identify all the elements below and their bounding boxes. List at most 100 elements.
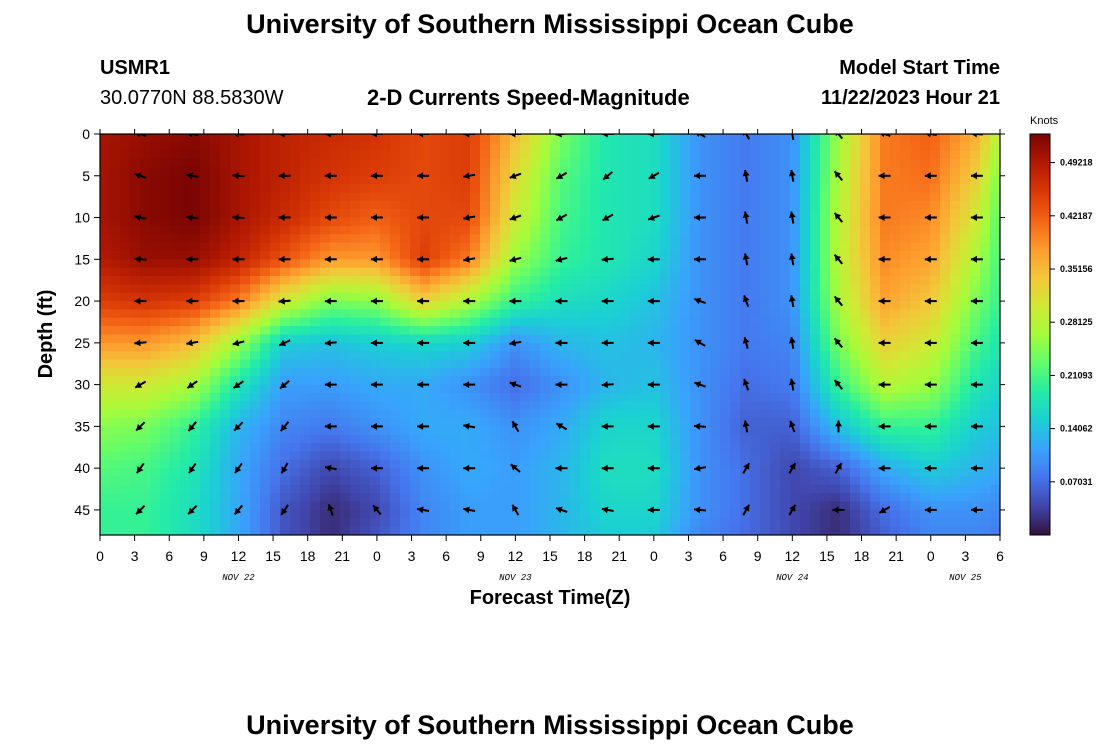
heatmap-cell [820, 334, 831, 344]
heatmap-cell [690, 434, 701, 444]
heatmap-cell [620, 443, 631, 453]
heatmap-cell [790, 134, 801, 143]
heatmap-cell [390, 159, 401, 169]
heatmap-cell [680, 384, 691, 394]
heatmap-cell [120, 242, 131, 252]
current-vector [370, 255, 383, 263]
heatmap-cell [160, 459, 171, 469]
heatmap-cell [420, 342, 431, 352]
heatmap-cell [630, 434, 641, 444]
heatmap-cell [780, 301, 791, 311]
heatmap-cell [560, 443, 571, 453]
heatmap-cell [900, 276, 911, 285]
heatmap-cell [190, 426, 201, 436]
heatmap-cell [160, 418, 171, 427]
heatmap-cell [760, 217, 771, 227]
heatmap-cell [370, 209, 381, 219]
heatmap-cell [790, 209, 801, 219]
heatmap-cell [560, 309, 571, 319]
heatmap-cell [510, 276, 521, 285]
heatmap-cell [580, 392, 591, 402]
heatmap-cell [630, 518, 641, 528]
heatmap-cell [760, 418, 771, 427]
heatmap-cell [540, 250, 551, 260]
heatmap-cell [100, 518, 111, 528]
heatmap-cell [170, 292, 181, 302]
heatmap-cell [820, 426, 831, 436]
heatmap-cell [750, 526, 761, 535]
heatmap-cell [480, 518, 491, 528]
heatmap-cell [150, 250, 161, 260]
heatmap-cell [120, 134, 131, 143]
heatmap-cell [500, 250, 511, 260]
vector-head [601, 134, 608, 138]
heatmap-cell [620, 276, 631, 285]
vector-head [694, 422, 701, 430]
heatmap-cell [390, 443, 401, 453]
heatmap-cell [850, 434, 861, 444]
heatmap-cell [410, 443, 421, 453]
heatmap-cell [100, 434, 111, 444]
heatmap-cell [690, 184, 701, 194]
heatmap-cell [600, 159, 611, 169]
heatmap-cell [740, 392, 751, 402]
heatmap-cell [960, 209, 971, 219]
heatmap-cell [250, 459, 261, 469]
heatmap-cell [900, 509, 911, 519]
heatmap-cell [120, 159, 131, 169]
heatmap-cell [210, 501, 221, 511]
heatmap-cell [140, 409, 151, 419]
heatmap-cell [390, 359, 401, 369]
heatmap-cell [720, 434, 731, 444]
heatmap-cell [210, 401, 221, 411]
heatmap-cell [380, 276, 391, 285]
heatmap-cell [720, 317, 731, 327]
heatmap-cell [200, 276, 211, 285]
heatmap-cell [690, 159, 701, 169]
heatmap-cell [150, 342, 161, 352]
heatmap-cell [100, 167, 111, 177]
vector-head [601, 255, 608, 263]
heatmap-cell [110, 351, 121, 361]
heatmap-cell [210, 250, 221, 260]
heatmap-cell [400, 376, 411, 386]
heatmap-cell [920, 501, 931, 511]
heatmap-cell [940, 250, 951, 260]
heatmap-cell [870, 426, 881, 436]
vector-head [555, 381, 562, 389]
heatmap-cell [180, 301, 191, 311]
heatmap-cell [650, 184, 661, 194]
heatmap-cell [930, 276, 941, 285]
heatmap-cell [280, 459, 291, 469]
heatmap-cell [410, 326, 421, 336]
heatmap-cell [310, 317, 321, 327]
heatmap-cell [580, 376, 591, 386]
heatmap-cell [430, 309, 441, 319]
x-tick-label: 6 [165, 548, 173, 564]
heatmap-cell [300, 200, 311, 210]
heatmap-cell [850, 167, 861, 177]
heatmap-cell [610, 292, 621, 302]
heatmap-cell [630, 242, 641, 252]
heatmap-cell [890, 250, 901, 260]
heatmap-cell [920, 367, 931, 377]
heatmap-cell [340, 476, 351, 486]
heatmap-cell [250, 184, 261, 194]
heatmap-cell [350, 242, 361, 252]
heatmap-cell [670, 459, 681, 469]
heatmap-cell [910, 301, 921, 311]
heatmap-cell [880, 192, 891, 202]
heatmap-cell [890, 200, 901, 210]
heatmap-cell [460, 326, 471, 336]
x-tick-label: 9 [754, 548, 762, 564]
heatmap-cell [660, 150, 671, 160]
heatmap-cell [550, 468, 561, 478]
heatmap-cell [450, 317, 461, 327]
heatmap-cell [160, 209, 171, 219]
heatmap-cell [490, 142, 501, 152]
heatmap-cell [110, 434, 121, 444]
heatmap-cell [450, 326, 461, 336]
heatmap-cell [420, 225, 431, 235]
current-vector [924, 381, 937, 389]
heatmap-cell [970, 217, 981, 227]
